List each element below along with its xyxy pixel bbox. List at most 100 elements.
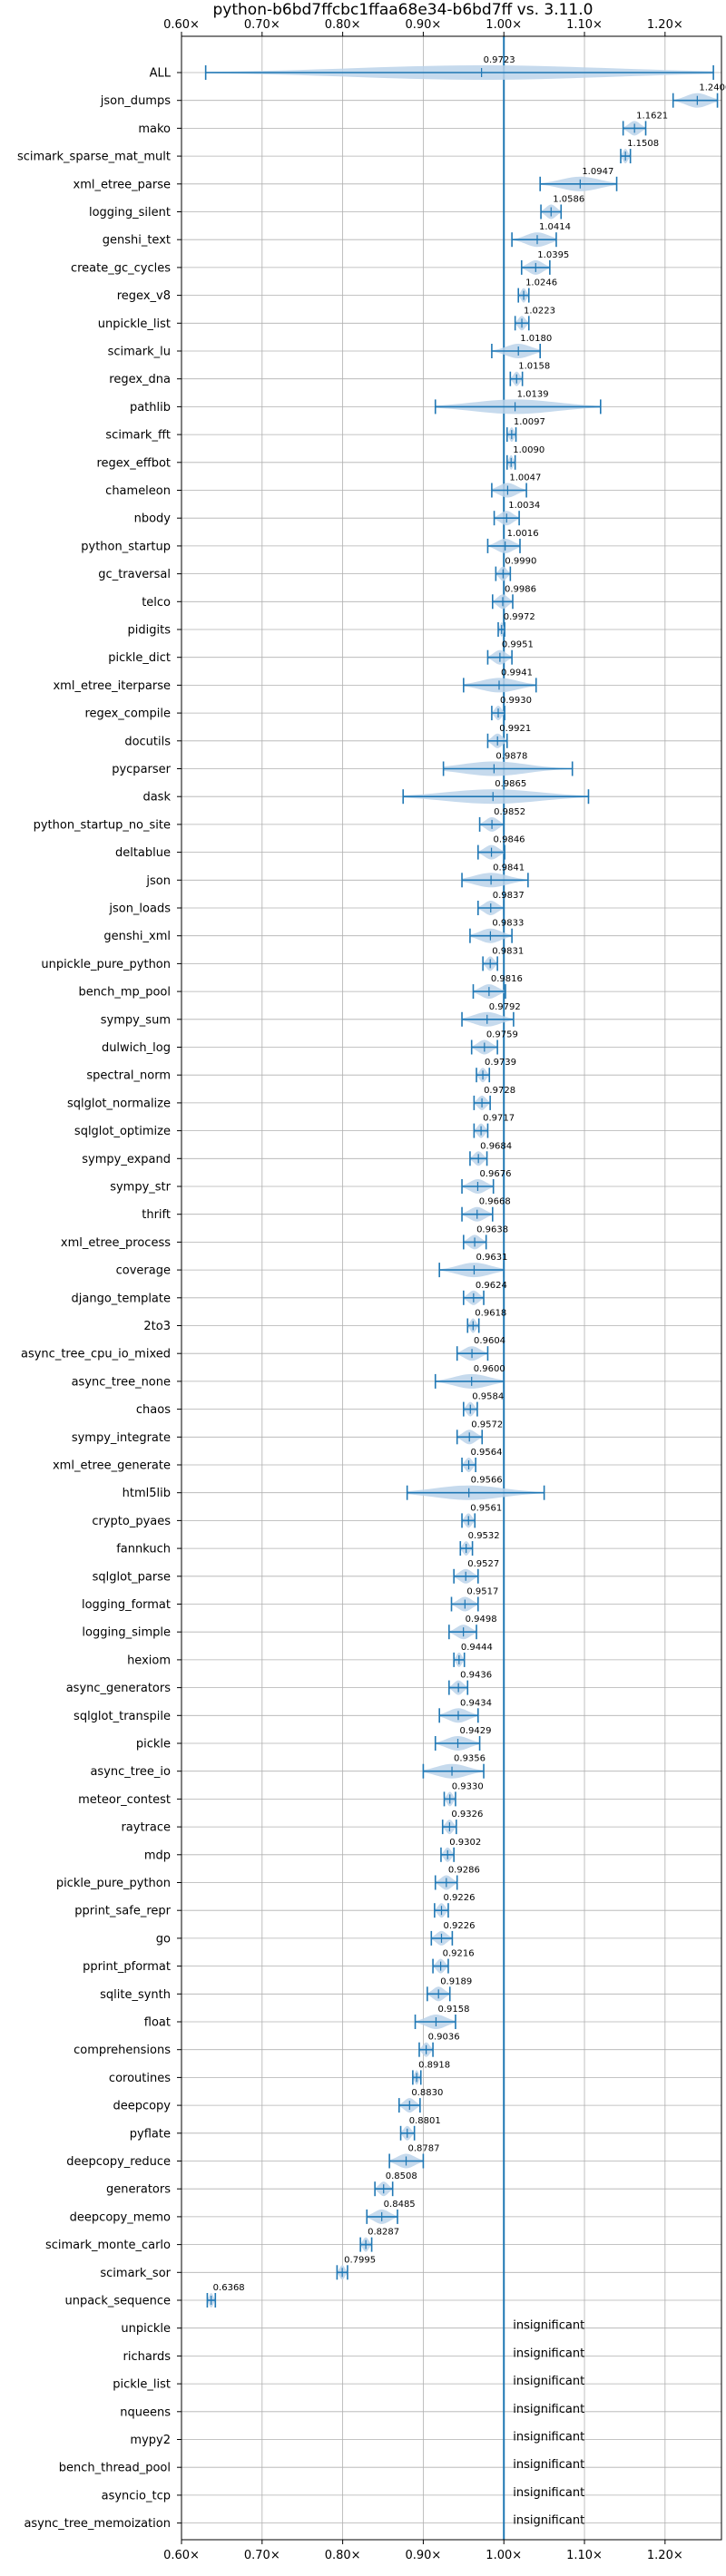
value-label: 0.9846 xyxy=(494,835,525,845)
benchmark-label: asyncio_tcp xyxy=(102,2489,171,2503)
benchmark-label: unpickle_list xyxy=(98,317,171,331)
benchmark-label: sympy_expand xyxy=(82,1153,171,1166)
value-label: 0.9865 xyxy=(495,779,526,789)
value-label: 0.9302 xyxy=(449,1838,481,1848)
benchmark-label: regex_compile xyxy=(84,707,171,721)
value-label: 0.9527 xyxy=(467,1559,499,1569)
benchmark-label: deepcopy xyxy=(113,2100,171,2113)
benchmark-label: scimark_lu xyxy=(108,346,171,359)
benchmark-label: html5lib xyxy=(123,1487,171,1500)
value-label: 0.9600 xyxy=(474,1364,505,1374)
value-label: 1.0180 xyxy=(520,334,552,344)
value-label: 0.9429 xyxy=(460,1726,492,1736)
value-label: 0.9618 xyxy=(475,1309,506,1319)
benchmark-label: mypy2 xyxy=(130,2434,171,2447)
value-label: 0.9831 xyxy=(492,946,524,956)
benchmark-label: create_gc_cycles xyxy=(71,261,171,275)
benchmark-label: sqlglot_optimize xyxy=(74,1125,171,1138)
benchmark-label: hexiom xyxy=(127,1654,171,1667)
x-tick-label-top: 1.00× xyxy=(486,18,522,32)
benchmark-label: sqlglot_transpile xyxy=(74,1710,171,1723)
insignificant-label: insignificant xyxy=(513,2514,584,2528)
benchmark-label: scimark_sor xyxy=(100,2267,171,2280)
value-label: 0.9668 xyxy=(479,1197,511,1207)
benchmark-label: deepcopy_reduce xyxy=(66,2155,171,2169)
value-label: 1.0016 xyxy=(507,529,539,539)
value-label: 0.8830 xyxy=(411,2088,443,2098)
benchmark-label: scimark_sparse_mat_mult xyxy=(17,151,171,164)
value-label: 0.9759 xyxy=(486,1030,518,1040)
benchmark-label: pickle_pure_python xyxy=(56,1877,171,1890)
benchmark-label: go xyxy=(156,1932,171,1946)
benchmark-label: pycparser xyxy=(112,763,171,776)
value-label: 0.9941 xyxy=(501,668,533,678)
value-label: 0.9816 xyxy=(491,974,523,984)
benchmark-label: pidigits xyxy=(128,624,172,638)
value-label: 0.8287 xyxy=(368,2228,399,2238)
insignificant-label: insignificant xyxy=(513,2375,584,2388)
benchmark-label: unpickle_pure_python xyxy=(41,958,171,971)
benchmark-label: django_template xyxy=(72,1292,171,1305)
benchmark-label: sqlglot_parse xyxy=(93,1570,171,1584)
value-label: 0.9833 xyxy=(492,919,524,929)
benchmark-label: async_tree_memoization xyxy=(24,2517,171,2531)
benchmark-label: xml_etree_parse xyxy=(74,178,171,191)
benchmark-label: logging_silent xyxy=(89,206,171,220)
value-label: 1.0414 xyxy=(539,222,571,232)
benchmark-label: sympy_sum xyxy=(101,1013,171,1027)
benchmark-label: regex_dna xyxy=(109,373,171,386)
value-label: 1.0586 xyxy=(553,195,584,205)
value-label: 1.1621 xyxy=(636,111,668,121)
benchmark-label: 2to3 xyxy=(143,1320,171,1333)
value-label: 0.9189 xyxy=(440,1976,472,1986)
value-label: 0.9676 xyxy=(479,1169,511,1179)
benchmark-label: unpack_sequence xyxy=(64,2295,171,2308)
value-label: 0.9216 xyxy=(443,1949,475,1959)
benchmark-label: meteor_contest xyxy=(78,1793,171,1807)
value-label: 0.9792 xyxy=(489,1002,521,1012)
value-label: 1.0090 xyxy=(513,445,544,455)
value-label: 1.0034 xyxy=(508,501,540,511)
benchmark-label: generators xyxy=(106,2183,171,2197)
benchmark-label: regex_v8 xyxy=(117,289,171,303)
insignificant-label: insignificant xyxy=(513,2347,584,2360)
benchmark-label: regex_effbot xyxy=(96,456,171,470)
x-tick-label-top: 0.60× xyxy=(163,18,200,32)
x-tick-label-bottom: 0.80× xyxy=(325,2549,361,2562)
benchmark-label: nqueens xyxy=(120,2405,171,2419)
value-label: 0.9356 xyxy=(454,1754,486,1764)
value-label: 0.9517 xyxy=(466,1587,498,1597)
value-label: 0.8801 xyxy=(409,2116,441,2126)
value-label: 0.9990 xyxy=(505,557,536,567)
benchmark-label: fannkuch xyxy=(116,1543,171,1556)
benchmark-label: json_dumps xyxy=(100,94,171,108)
benchmark-label: logging_format xyxy=(82,1598,171,1612)
benchmark-label: json_loads xyxy=(108,903,171,916)
x-tick-label-bottom: 0.90× xyxy=(405,2549,441,2562)
benchmark-label: deepcopy_memo xyxy=(70,2210,171,2224)
benchmark-label: mdp xyxy=(144,1849,171,1862)
value-label: 0.9841 xyxy=(493,863,525,873)
value-label: 0.9436 xyxy=(460,1671,492,1681)
value-label: 0.9158 xyxy=(437,2005,469,2015)
value-label: 0.9837 xyxy=(493,891,525,901)
value-label: 0.9566 xyxy=(471,1476,503,1486)
benchmark-label: pathlib xyxy=(130,401,171,415)
value-label: 0.9878 xyxy=(495,752,527,762)
value-label: 0.9986 xyxy=(505,584,536,594)
value-label: 1.0223 xyxy=(524,306,555,316)
value-label: 1.0947 xyxy=(582,167,613,177)
value-label: 0.9631 xyxy=(476,1253,507,1263)
benchmark-label: docutils xyxy=(124,735,171,748)
value-label: 1.1508 xyxy=(627,139,659,149)
benchmark-label: richards xyxy=(123,2350,172,2364)
value-label: 0.9561 xyxy=(470,1503,502,1513)
x-tick-label-bottom: 0.70× xyxy=(244,2549,280,2562)
benchmark-label: bench_thread_pool xyxy=(59,2462,171,2475)
benchmark-label: async_tree_cpu_io_mixed xyxy=(21,1348,171,1361)
insignificant-label: insignificant xyxy=(513,2431,584,2444)
benchmark-label: pickle_dict xyxy=(108,651,171,665)
value-label: 0.9723 xyxy=(484,55,515,65)
benchmark-label: pyflate xyxy=(130,2127,171,2141)
